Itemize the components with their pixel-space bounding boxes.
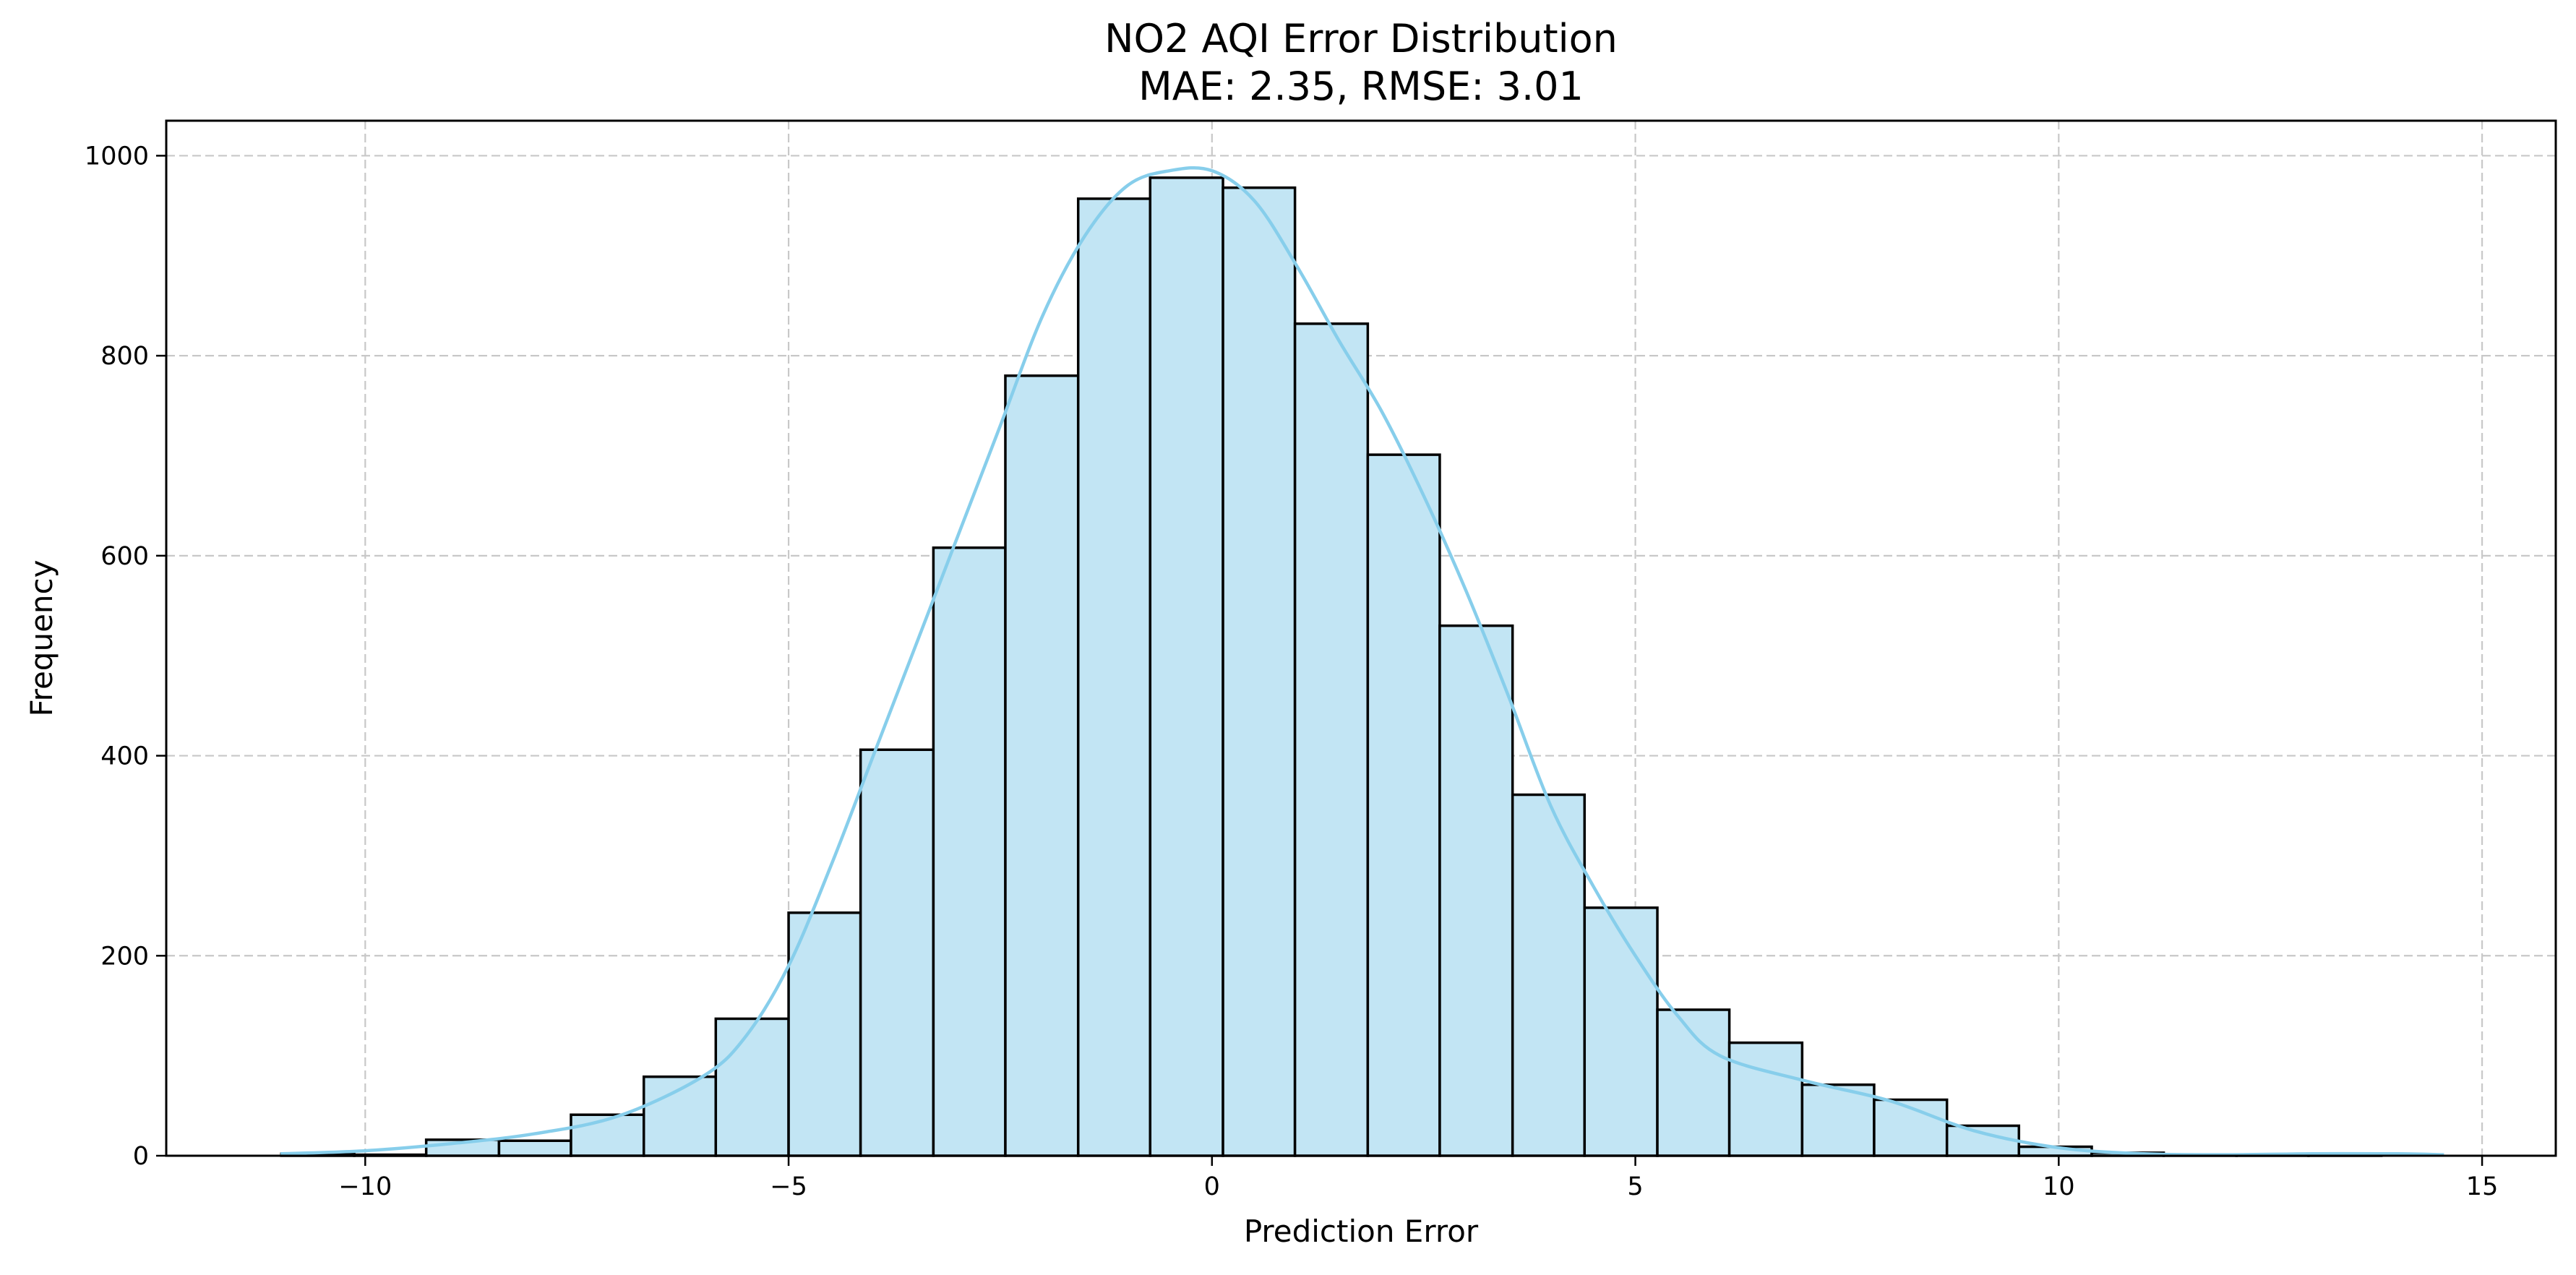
x-tick-label: −5: [770, 1172, 807, 1201]
histogram-bar: [1945, 1124, 2021, 1157]
histogram-bar: [1656, 1008, 1731, 1157]
y-tick-label: 600: [100, 542, 149, 571]
histogram-bar: [1004, 374, 1080, 1157]
histogram-bar: [1222, 186, 1297, 1157]
histogram-bar: [1727, 1041, 1804, 1157]
histogram-bar: [1076, 197, 1152, 1157]
chart-subtitle: MAE: 2.35, RMSE: 3.01: [1138, 64, 1584, 109]
histogram-bar: [932, 546, 1007, 1157]
histogram-bar: [787, 911, 862, 1157]
histogram-bar: [1366, 453, 1441, 1157]
y-tick-label: 200: [100, 942, 149, 971]
chart-title: NO2 AQI Error Distribution: [1104, 16, 1618, 61]
histogram-bar: [1149, 176, 1224, 1157]
plot-frame: [165, 119, 2557, 1157]
histogram-bar: [859, 748, 935, 1157]
x-tick-label: 5: [1627, 1172, 1643, 1201]
y-axis-label: Frequency: [24, 560, 59, 717]
histogram-bar: [1800, 1083, 1876, 1157]
x-axis-label: Prediction Error: [1244, 1214, 1479, 1249]
x-tick-label: 10: [2043, 1172, 2075, 1201]
y-axis-ticks: 0 200 400 600 800 1000: [85, 142, 166, 1171]
x-tick-label: 15: [2466, 1172, 2499, 1201]
y-tick-label: 400: [100, 742, 149, 771]
histogram-bar: [714, 1017, 790, 1157]
y-tick-label: 1000: [85, 142, 149, 171]
histogram-bar: [1511, 793, 1587, 1157]
x-tick-label: 0: [1204, 1172, 1220, 1201]
histogram-bar: [1583, 906, 1659, 1157]
histogram-bar: [1293, 322, 1370, 1157]
kde-curve: [280, 166, 2444, 1156]
y-tick-label: 0: [133, 1142, 149, 1171]
histogram-bar: [497, 1139, 572, 1157]
x-axis-ticks: −10 −5 0 5 10 15: [338, 1156, 2498, 1201]
histogram-bar: [1438, 624, 1514, 1157]
x-tick-label: −10: [338, 1172, 392, 1201]
y-tick-label: 800: [100, 342, 149, 371]
